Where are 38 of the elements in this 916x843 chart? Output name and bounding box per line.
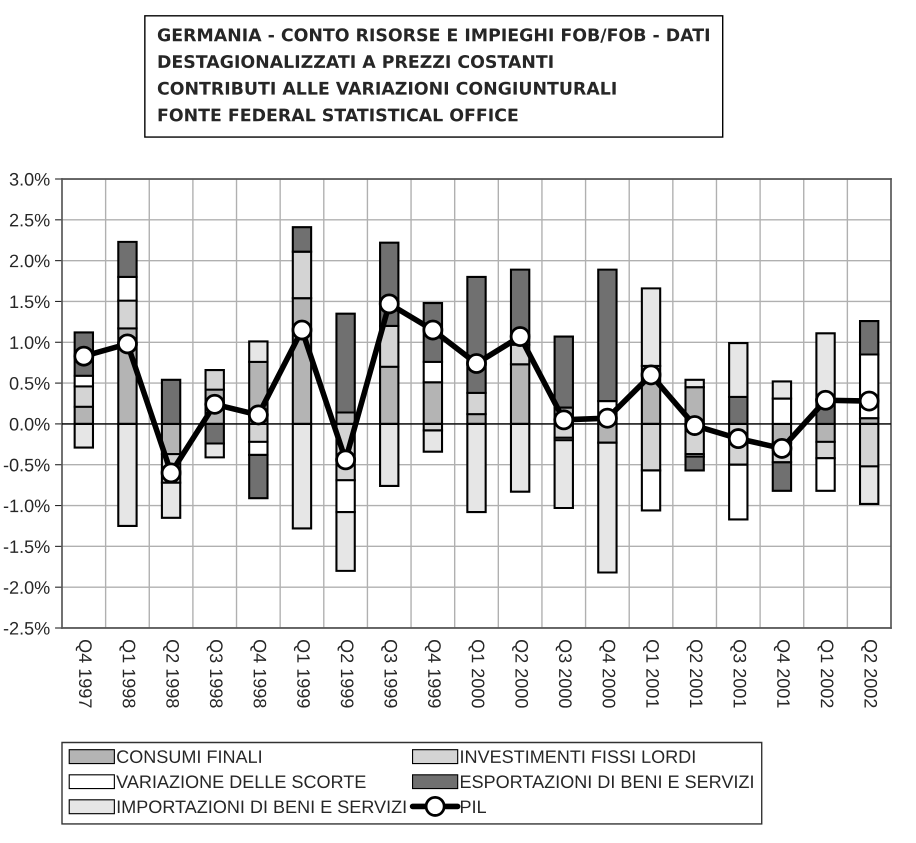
legend-label: IMPORTAZIONI DI BENI E SERVIZI — [118, 800, 406, 814]
x-tick-label: Q1 1998 — [119, 640, 136, 708]
y-tick-label: 2.0% — [10, 254, 50, 268]
x-tick-label: Q4 2000 — [599, 640, 616, 708]
legend-label: ESPORTAZIONI DI BENI E SERVIZI — [460, 775, 753, 788]
x-tick-label: Q4 1998 — [250, 640, 266, 708]
y-tick-label: -2.5% — [4, 622, 50, 635]
y-tick-label: 1.0% — [10, 336, 50, 349]
x-tick-label: Q2 2001 — [686, 640, 703, 708]
chart-title: GERMANIA - CONTO RISORSE E IMPIEGHI FOB/FOB - DATI DESTAGIONALIZZATI A PREZZI COSTANTI CONTRIBUTI ALLE VARIAZIONI CONGIUNTURALI FONTE FEDERAL STATISTICAL OFFICE — [158, 28, 709, 122]
x-tick-label: Q2 2002 — [861, 640, 878, 708]
y-tick-label: 2.5% — [10, 214, 50, 227]
x-tick-label: Q2 1999 — [338, 640, 354, 708]
y-tick-label: -1.0% — [4, 499, 50, 512]
x-tick-label: Q1 2000 — [468, 640, 484, 708]
x-tick-label: Q3 2000 — [556, 640, 572, 708]
legend-label: VARIAZIONE DELLE SCORTE — [116, 775, 366, 788]
y-tick-label: 0.5% — [10, 377, 50, 390]
x-tick-label: Q1 2001 — [642, 640, 659, 708]
x-tick-label: Q3 1999 — [381, 640, 398, 708]
x-tick-label: Q2 2000 — [512, 640, 528, 708]
y-tick-label: -1.5% — [4, 540, 50, 554]
y-tick-label: -0.5% — [4, 458, 50, 472]
legend-label: CONSUMI FINALI — [117, 750, 261, 764]
y-tick-label: 0.0% — [10, 418, 50, 431]
x-tick-label: Q4 1999 — [424, 640, 441, 708]
x-tick-label: Q3 1998 — [206, 640, 223, 708]
x-tick-label: Q1 1999 — [294, 640, 310, 708]
legend-label: PIL — [460, 800, 486, 813]
x-tick-label: Q4 1997 — [76, 640, 92, 708]
x-tick-label: Q1 2002 — [817, 640, 834, 708]
x-tick-label: Q4 2001 — [774, 640, 790, 708]
x-tick-label: Q2 1998 — [163, 640, 180, 708]
y-tick-label: 3.0% — [10, 172, 50, 186]
y-tick-label: 1.5% — [10, 295, 50, 308]
legend-label: INVESTIMENTI FISSI LORDI — [461, 750, 695, 764]
y-tick-label: -2.0% — [4, 581, 50, 594]
x-tick-label: Q3 2001 — [730, 640, 746, 708]
